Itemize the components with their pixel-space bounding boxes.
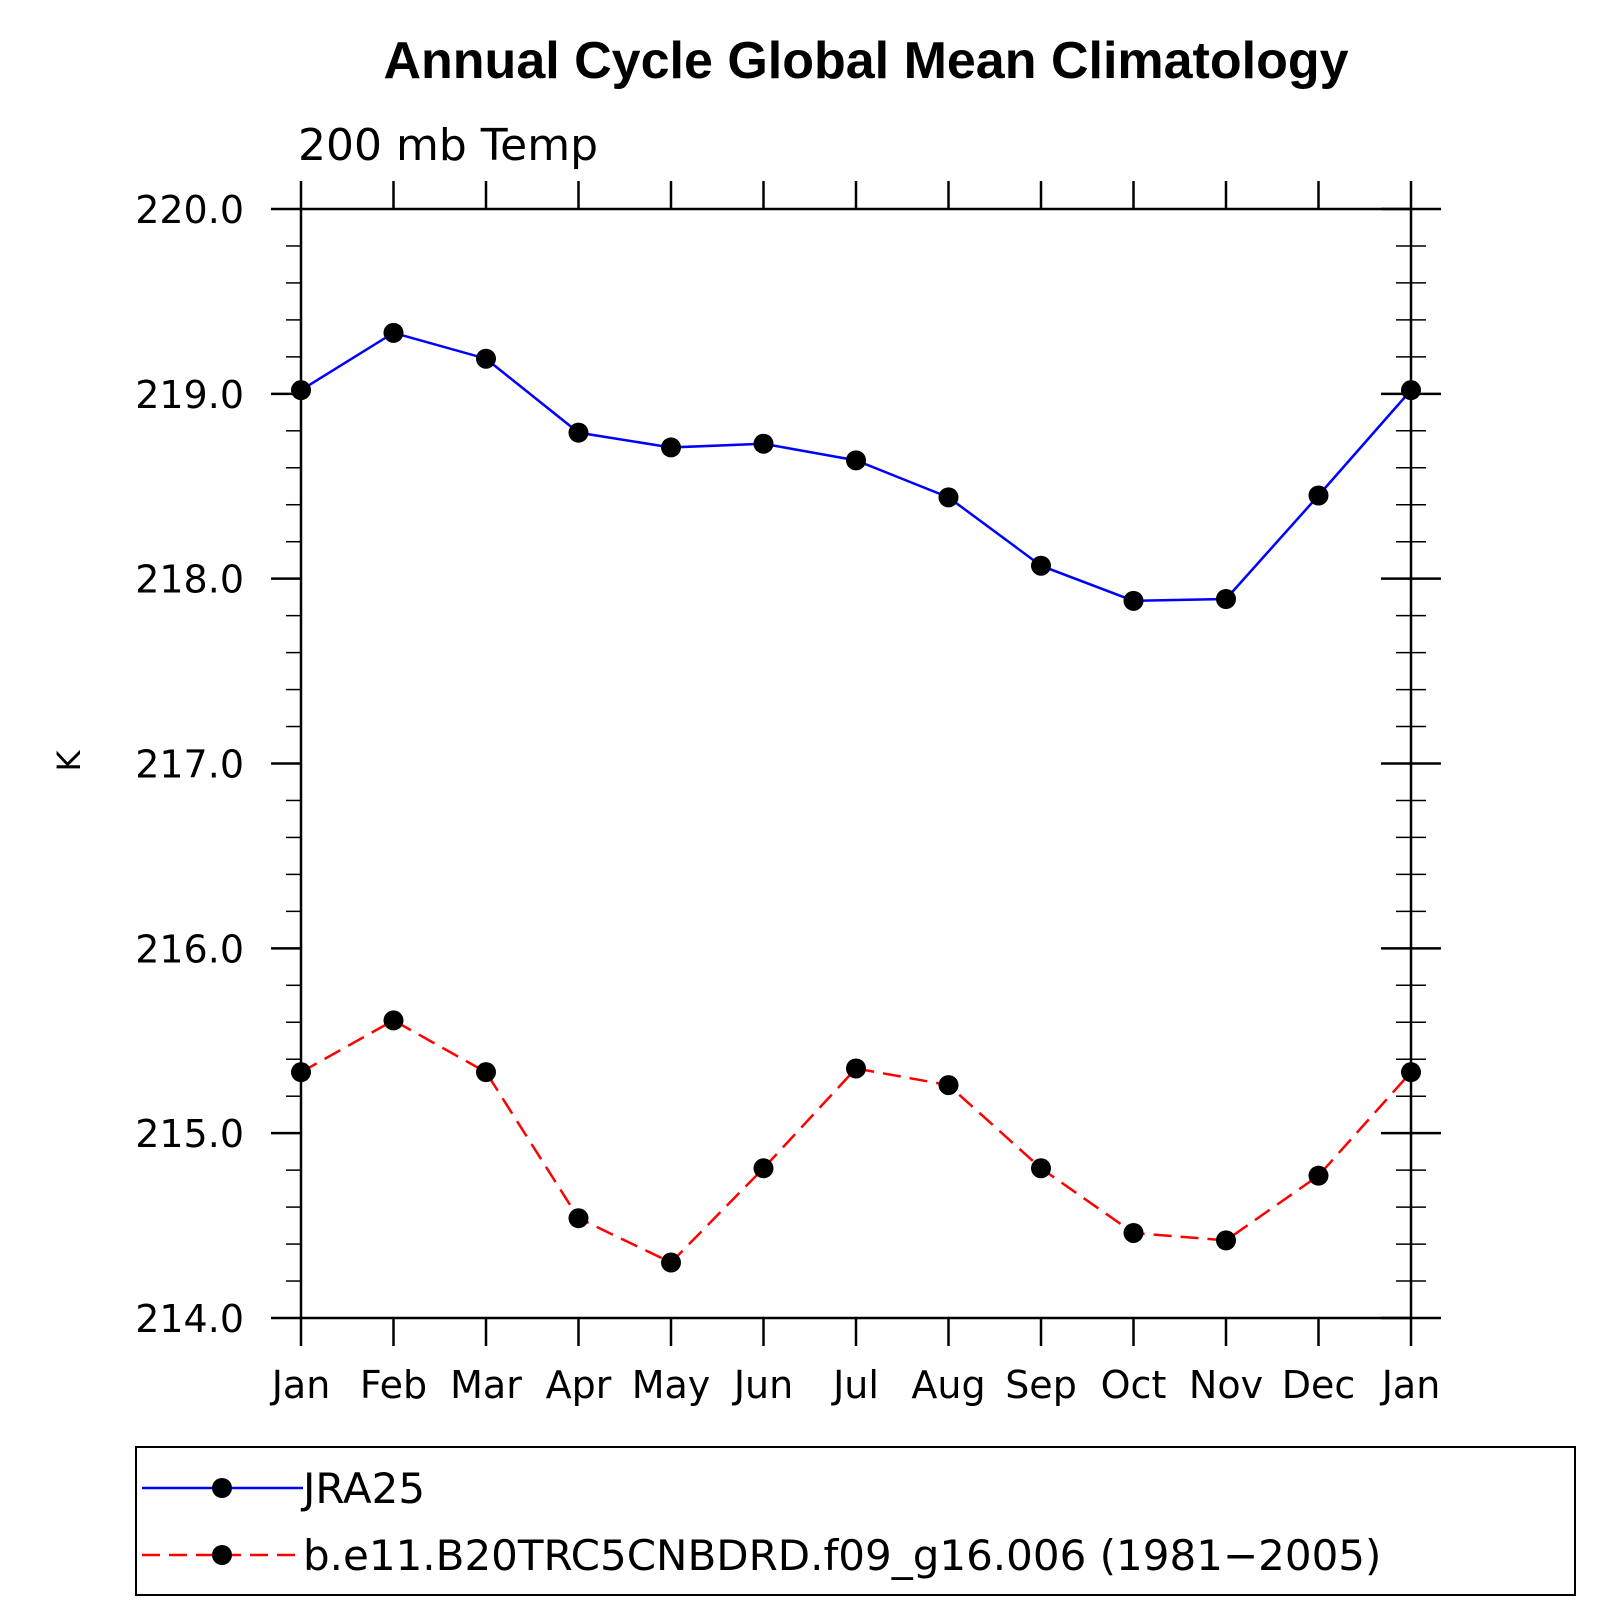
x-tick-label: Dec <box>1282 1363 1356 1407</box>
legend-box <box>135 1446 1576 1596</box>
x-tick-label: Nov <box>1189 1363 1263 1407</box>
series-0-point <box>1123 590 1144 611</box>
legend-label-jra25: JRA25 <box>300 1464 425 1513</box>
series-line-1 <box>300 1018 1412 1265</box>
series-1-point <box>938 1075 959 1096</box>
x-tick-label: Jan <box>270 1363 331 1407</box>
series-0-point <box>1031 555 1051 576</box>
series-0-point <box>938 487 959 508</box>
plot-frame <box>299 207 1413 1320</box>
x-tick-label: Jun <box>732 1363 793 1407</box>
series-1-point <box>476 1062 496 1083</box>
y-tick-label: 216.0 <box>135 927 244 971</box>
x-tick-label: Apr <box>546 1363 612 1407</box>
x-tick-label: Aug <box>911 1363 985 1407</box>
series-0-point <box>661 437 681 458</box>
axis-ticks <box>271 181 1441 1346</box>
series-0-point <box>568 422 589 443</box>
series-1-point <box>753 1158 774 1179</box>
legend-marker-jra25 <box>212 1478 232 1498</box>
y-axis-label: K <box>50 749 88 771</box>
x-tick-label: Sep <box>1005 1363 1077 1407</box>
y-tick-label: 218.0 <box>135 558 244 602</box>
x-tick-label: Oct <box>1101 1363 1167 1407</box>
y-tick-label: 219.0 <box>135 373 244 417</box>
x-tick-labels: Jan Feb Mar Apr May Jun Jul Aug Sep Oct Nov Dec Jan <box>270 1363 1441 1407</box>
series-1-point <box>1031 1158 1051 1179</box>
series-0-point <box>1216 588 1236 609</box>
series-1-point <box>1216 1230 1236 1251</box>
x-tick-label: Jan <box>1380 1363 1441 1407</box>
series-0-point <box>846 450 866 471</box>
x-tick-label: May <box>632 1363 711 1407</box>
y-tick-labels: 214.0 215.0 216.0 217.0 218.0 219.0 220.0 <box>135 188 244 1341</box>
legend-marker-model <box>212 1545 232 1565</box>
series-1-point <box>568 1208 589 1229</box>
y-tick-label: 217.0 <box>135 743 244 787</box>
legend: JRA25 b.e11.B20TRC5CNBDRD.f09_g16.006 (1… <box>135 1446 1576 1596</box>
series-0-point <box>476 348 496 369</box>
series-0-point <box>753 433 774 454</box>
series-layer <box>291 322 1421 1273</box>
series-1-point <box>1123 1222 1144 1243</box>
series-0-point <box>1308 485 1329 506</box>
x-tick-label: Feb <box>360 1363 427 1407</box>
legend-label-model: b.e11.B20TRC5CNBDRD.f09_g16.006 (1981−20… <box>303 1531 1381 1580</box>
y-tick-label: 220.0 <box>135 188 244 232</box>
series-1-point <box>661 1252 681 1273</box>
series-1-point <box>846 1058 866 1079</box>
y-tick-label: 215.0 <box>135 1112 244 1156</box>
x-tick-label: Jul <box>831 1363 879 1407</box>
series-0-point <box>383 322 404 343</box>
y-tick-label: 214.0 <box>135 1297 244 1341</box>
series-1-point <box>383 1010 404 1031</box>
x-tick-label: Mar <box>450 1363 522 1407</box>
chart-subtitle: 200 mb Temp <box>298 120 598 171</box>
chart-title: Annual Cycle Global Mean Climatology <box>383 32 1348 90</box>
series-1-point <box>1308 1165 1329 1186</box>
